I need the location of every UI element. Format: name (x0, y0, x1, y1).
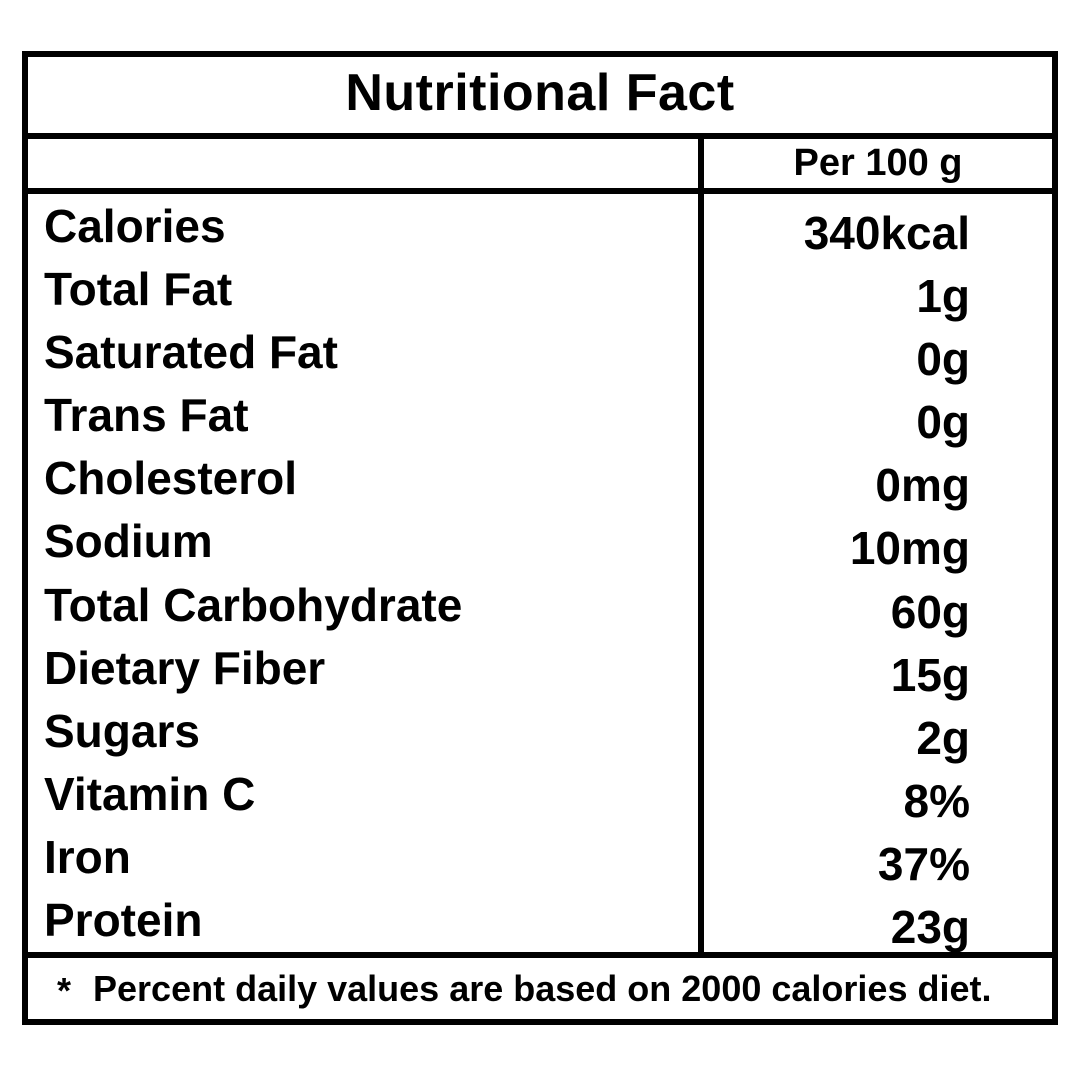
nutrient-name: Total Fat (44, 262, 233, 315)
nutrient-name: Calories (44, 199, 226, 252)
nutrient-value-text: 0g (916, 332, 970, 385)
nutrient-value-text: 0mg (875, 459, 970, 512)
nutrient-name: Cholesterol (44, 452, 298, 505)
nutrient-value: 10mg (704, 510, 970, 575)
nutrient-value: 1g (704, 257, 970, 322)
nutrient-value: 340kcal (704, 194, 970, 259)
nutrient-value-text: 37% (877, 838, 970, 891)
nutrient-value-text: 60g (890, 585, 970, 638)
nutrient-value-column: 340kcal 1g 0g 0g 0mg 10mg 60g 15g 2g 8% … (698, 194, 1052, 954)
nutrient-value-text: 23g (890, 901, 970, 954)
nutrient-value-text: 340kcal (803, 206, 970, 259)
nutrient-name: Total Carbohydrate (44, 578, 463, 631)
nutrient-name: Iron (44, 831, 131, 884)
header-empty-cell (28, 139, 698, 188)
table-title-row: Nutritional Fact (28, 57, 1052, 139)
nutrient-value-text: 1g (916, 269, 970, 322)
nutrition-facts-table: Nutritional Fact Per 100 g Calories Tota… (22, 51, 1058, 1025)
nutrient-value-text: 8% (903, 775, 970, 828)
footnote-row: * Percent daily values are based on 2000… (28, 952, 1052, 1019)
nutrient-value-text: 0g (916, 396, 970, 449)
nutrient-value-text: 2g (916, 711, 970, 764)
nutrient-name: Protein (44, 894, 203, 947)
nutrient-name: Sugars (44, 704, 200, 757)
nutrient-value-text: 15g (890, 648, 970, 701)
nutrient-value: 2g (704, 699, 970, 764)
nutrient-value: 37% (704, 826, 970, 891)
nutrient-value: 8% (704, 763, 970, 828)
nutrient-name: Saturated Fat (44, 325, 338, 378)
nutrient-value: 0g (704, 384, 970, 449)
nutrient-value: 15g (704, 636, 970, 701)
nutrient-value-text: 10mg (849, 522, 970, 575)
nutrient-rows-body: Calories Total Fat Saturated Fat Trans F… (28, 194, 1052, 954)
nutrient-name: Sodium (44, 515, 213, 568)
footnote-text: Percent daily values are based on 2000 c… (93, 967, 992, 1009)
nutrient-value: 0mg (704, 447, 970, 512)
footnote-asterisk: * (57, 969, 72, 1011)
nutrient-name: Trans Fat (44, 389, 249, 442)
table-title: Nutritional Fact (345, 64, 735, 122)
nutrient-name: Dietary Fiber (44, 641, 326, 694)
nutrient-value: 0g (704, 320, 970, 385)
nutrient-value: 23g (704, 889, 970, 954)
table-header-row: Per 100 g (28, 139, 1052, 194)
nutrient-value: 60g (704, 573, 970, 638)
nutrient-name: Vitamin C (44, 768, 256, 821)
nutrient-name-column: Calories Total Fat Saturated Fat Trans F… (28, 194, 698, 952)
per-100g-column-header: Per 100 g (698, 139, 1052, 188)
